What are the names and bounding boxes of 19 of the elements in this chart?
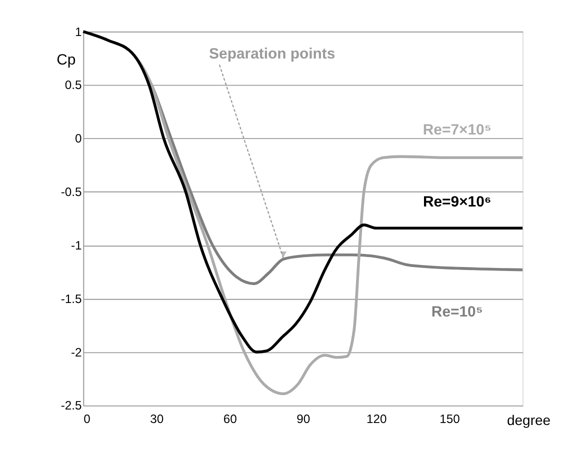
x-tick-label: 120 bbox=[366, 412, 387, 426]
series-label: Re=7×10⁵ bbox=[422, 121, 492, 138]
y-tick-label: 0.5 bbox=[64, 78, 82, 92]
y-tick-label: -2 bbox=[71, 345, 82, 360]
y-axis-title: Cp bbox=[56, 51, 76, 68]
x-tick-label: 30 bbox=[150, 412, 164, 426]
y-tick-label: -1.5 bbox=[60, 292, 82, 306]
text: Re=10⁵ bbox=[431, 304, 483, 321]
x-axis-title: degree bbox=[506, 412, 551, 428]
y-tick-label: 1 bbox=[75, 24, 82, 39]
y-tick-label: -0.5 bbox=[60, 185, 82, 200]
y-tick-label: -1 bbox=[71, 238, 82, 252]
series-label: Re=9×10⁶ bbox=[422, 194, 492, 211]
x-tick-label: 60 bbox=[223, 412, 238, 426]
annotation: Separation points bbox=[209, 46, 336, 63]
x-tick-label: 150 bbox=[440, 412, 460, 426]
y-tick-label: 0 bbox=[75, 132, 82, 146]
x-tick-label: 90 bbox=[296, 412, 310, 426]
y-tick-label: -2.5 bbox=[60, 398, 82, 413]
